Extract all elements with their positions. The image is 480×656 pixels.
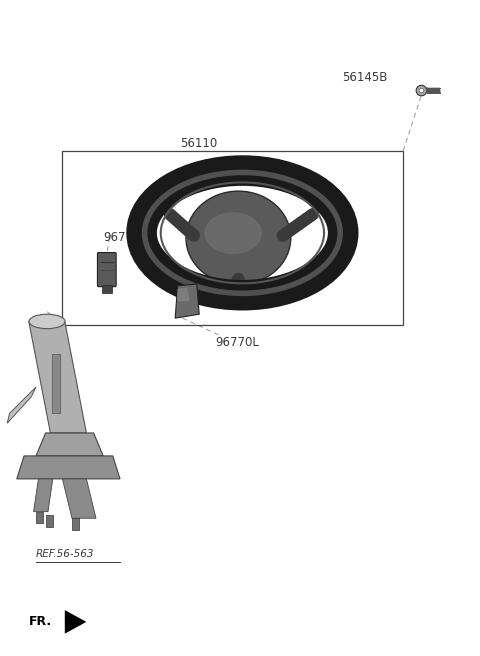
Polygon shape xyxy=(17,456,120,479)
Text: 56145B: 56145B xyxy=(342,71,387,84)
FancyBboxPatch shape xyxy=(97,253,116,287)
Polygon shape xyxy=(65,610,86,634)
Bar xyxy=(62,151,403,325)
Polygon shape xyxy=(34,479,53,512)
Text: FR.: FR. xyxy=(29,615,52,628)
Ellipse shape xyxy=(186,191,291,285)
Ellipse shape xyxy=(416,85,427,96)
Polygon shape xyxy=(7,387,36,423)
Bar xyxy=(102,285,112,293)
Polygon shape xyxy=(29,321,86,433)
Bar xyxy=(36,512,43,523)
Bar xyxy=(72,518,79,530)
Polygon shape xyxy=(36,433,103,456)
Text: 56110: 56110 xyxy=(180,136,218,150)
Ellipse shape xyxy=(204,212,262,255)
Text: 96770L: 96770L xyxy=(216,336,260,349)
Polygon shape xyxy=(62,479,96,518)
Polygon shape xyxy=(175,284,199,318)
Polygon shape xyxy=(177,287,190,301)
Bar xyxy=(52,354,60,413)
Text: REF.56-563: REF.56-563 xyxy=(36,549,95,559)
Text: 96770R: 96770R xyxy=(103,231,149,244)
Ellipse shape xyxy=(29,314,65,329)
Bar xyxy=(46,515,53,527)
Ellipse shape xyxy=(419,88,424,93)
